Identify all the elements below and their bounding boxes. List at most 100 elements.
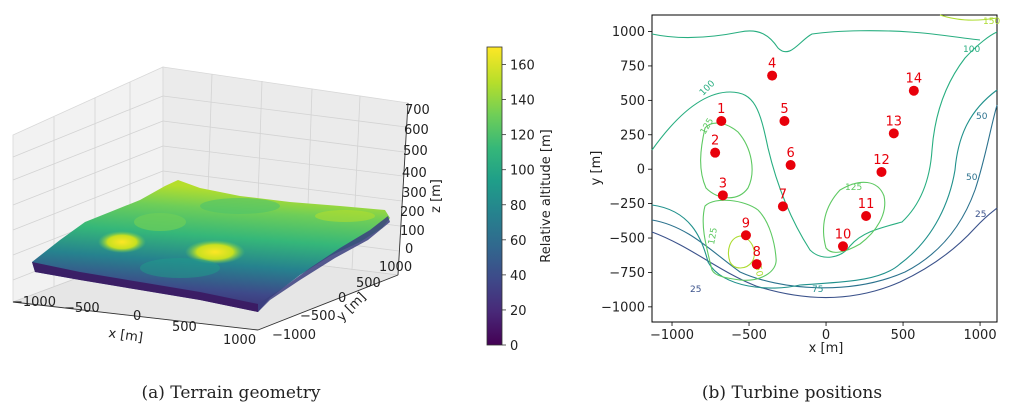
x-tick-label: −1000 (650, 328, 694, 343)
x-tick-label: −1000 (12, 295, 56, 310)
hill-mid (134, 213, 186, 231)
terrain-right-edge (258, 216, 390, 312)
turbine-marker-7 (777, 201, 788, 212)
y-tick-label: −250 (609, 197, 645, 212)
x-tick-label: 1000 (964, 328, 997, 343)
turbine-label-1: 1 (717, 102, 725, 117)
y-tick-label: 500 (620, 94, 645, 109)
contour-label: 125 (707, 227, 720, 246)
turbine-marker-5 (779, 116, 790, 127)
contour-75 (651, 89, 998, 289)
contour-label: 50 (966, 173, 978, 183)
x-tick-label: −500 (64, 301, 100, 316)
contour-100 (651, 31, 998, 258)
turbine-label-11: 11 (858, 197, 875, 212)
y-tick-label: −1000 (272, 328, 316, 343)
terrain-surface (32, 180, 390, 312)
hill-center (185, 240, 245, 264)
turbine-marker-13 (888, 128, 899, 139)
x-axis-label: x [m] (809, 341, 844, 356)
y-tick-label: −500 (300, 309, 336, 324)
z-tick-label: 0 (405, 242, 413, 257)
colorbar-tick-label: 100 (510, 164, 535, 179)
x-tick-label: 1000 (223, 333, 256, 348)
y-tick-label: 250 (620, 128, 645, 143)
contour-label: 50 (976, 112, 988, 122)
turbine-marker-11 (861, 210, 872, 221)
turbine-label-14: 14 (906, 72, 923, 87)
contour-100-top (651, 30, 981, 53)
turbine-marker-8 (751, 259, 762, 270)
x-tick-labels-3d: −1000 −500 0 500 1000 (12, 295, 256, 348)
y-tick-label: 1000 (612, 25, 645, 40)
y-ticks: 1000 750 500 250 0 −250 −500 −750 −1000 (601, 25, 652, 315)
x-tick-label: 0 (822, 328, 830, 343)
x-tick-label: −500 (731, 328, 767, 343)
turbine-marker-10 (837, 241, 848, 252)
turbine-label-2: 2 (711, 134, 719, 149)
terrain-3d-panel: −1000 −500 0 500 1000 x [m] −1000 −500 0… (12, 66, 444, 403)
colorbar-tick-label: 40 (510, 269, 527, 284)
x-ticks: −1000 −500 0 500 1000 (650, 322, 997, 343)
colorbar-tick-label: 20 (510, 304, 527, 319)
y-tick-label: 500 (356, 276, 381, 291)
z-tick-label: 400 (402, 166, 427, 181)
turbine-marker-9 (740, 230, 751, 241)
z-tick-labels-3d: 0 100 200 300 400 500 600 700 (400, 103, 430, 257)
turbine-label-7: 7 (779, 187, 787, 202)
terrain-front-edge (32, 262, 258, 312)
x-tick-label: 0 (133, 309, 141, 324)
x-axis-label-3d: x [m] (107, 326, 143, 346)
contour-25 (651, 207, 998, 298)
z-tick-label: 600 (404, 123, 429, 138)
contour-label: 75 (812, 285, 823, 295)
contour-125 (702, 199, 777, 281)
colorbar-tick-label: 140 (510, 94, 535, 109)
turbine-label-13: 13 (886, 114, 903, 129)
colorbar-tick-label: 80 (510, 199, 527, 214)
turbine-label-10: 10 (835, 227, 852, 242)
axes-3d (12, 102, 409, 331)
z-tick-label: 500 (403, 144, 428, 159)
turbine-marker-2 (710, 147, 721, 158)
colorbar-tick-label: 160 (510, 59, 535, 74)
z-tick-label: 700 (405, 103, 430, 118)
turbine-marker-1 (716, 116, 727, 127)
turbine-label-3: 3 (719, 176, 727, 191)
turbine-label-8: 8 (753, 245, 761, 260)
hill-back (200, 198, 280, 214)
x-tick-label: 500 (172, 320, 197, 335)
turbine-label-12: 12 (873, 153, 890, 168)
y-tick-label: −750 (609, 266, 645, 281)
turbine-marker-14 (908, 85, 919, 96)
contour-125-left (700, 122, 753, 199)
turbine-label-9: 9 (742, 216, 750, 231)
y-tick-labels-3d: −1000 −500 0 500 1000 (272, 260, 412, 343)
colorbar-ticks: 0 20 40 60 80 100 120 140 160 (502, 59, 535, 354)
y-tick-label: −1000 (601, 300, 645, 315)
y-tick-label: 750 (620, 59, 645, 74)
colorbar-label: Relative altitude [m] (539, 129, 554, 262)
contour-label: 125 (845, 183, 862, 193)
colorbar-tick-label: 60 (510, 234, 527, 249)
contour-label: 25 (975, 210, 986, 220)
contour-125-right (823, 181, 886, 253)
y-tick-label: −500 (609, 232, 645, 247)
y-tick-label: 1000 (379, 260, 412, 275)
contour-50 (651, 104, 998, 289)
turbine-label-4: 4 (768, 57, 776, 72)
valley (140, 258, 220, 278)
ridge-right (315, 210, 375, 222)
turbine-positions-panel: 25 25 50 50 75 100 100 125 125 125 150 1… (589, 14, 1000, 403)
contour-150 (727, 235, 755, 269)
colorbar-tick-label: 0 (510, 339, 518, 354)
caption-b: (b) Turbine positions (702, 383, 882, 403)
contour-label: 25 (690, 285, 701, 295)
turbine-marker-4 (767, 70, 778, 81)
colorbar-tick-label: 120 (510, 129, 535, 144)
hill-left (98, 231, 146, 253)
y-tick-label: 0 (338, 291, 346, 306)
contour-150-top (939, 14, 998, 21)
turbine-label-6: 6 (786, 146, 794, 161)
